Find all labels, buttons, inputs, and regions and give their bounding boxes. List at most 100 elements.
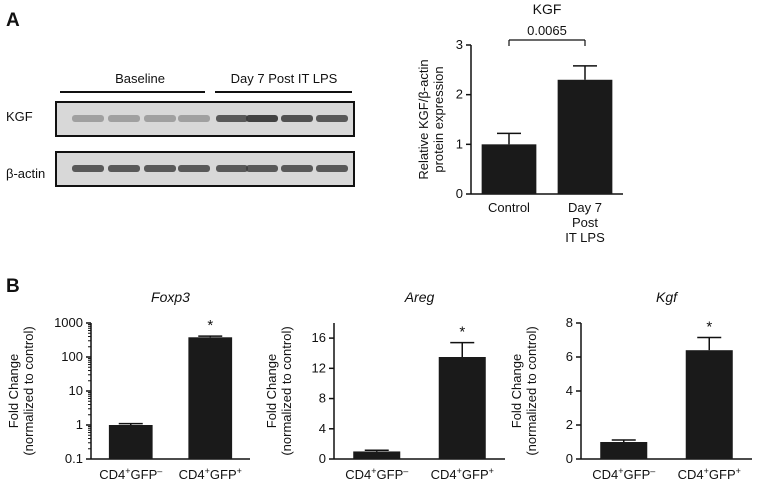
blot-actin-band xyxy=(144,165,176,172)
y-tick-label: 0.1 xyxy=(65,451,83,466)
bar xyxy=(438,357,486,459)
x-tick-label-part: GFP xyxy=(131,467,158,482)
x-tick-label: CD4+GFP+ xyxy=(678,466,741,482)
y-tick-label: 16 xyxy=(312,330,326,345)
chart-title: Areg xyxy=(404,289,435,305)
blot-kgf-band xyxy=(316,115,348,122)
y-tick-label: 1 xyxy=(456,136,463,151)
x-tick-label-part: CD4 xyxy=(179,467,205,482)
y-tick-label: 4 xyxy=(319,421,326,436)
y-tick-label: 1 xyxy=(76,417,83,432)
blot-kgf-band xyxy=(178,115,210,122)
blot-group-baseline: Baseline xyxy=(115,71,165,86)
x-tick-label-superscript: + xyxy=(618,466,623,476)
bar xyxy=(353,451,401,459)
y-tick-label: 6 xyxy=(566,349,573,364)
x-tick-label-part: GFP xyxy=(210,467,237,482)
x-tick-label-superscript: + xyxy=(237,466,242,476)
blot-kgf-band xyxy=(216,115,248,122)
x-tick-label-superscript: – xyxy=(157,466,162,476)
bar xyxy=(108,425,153,459)
blot-kgf-band xyxy=(144,115,176,122)
p-value-annotation: 0.0065 xyxy=(527,23,567,38)
panel-a-letter: A xyxy=(6,10,20,31)
bar xyxy=(557,79,613,194)
y-tick-label: 2 xyxy=(566,417,573,432)
western-blot: Baseline Day 7 Post IT LPS KGF β-actin xyxy=(6,71,355,187)
blot-kgf-band xyxy=(281,115,313,122)
x-tick-label-superscript: + xyxy=(457,466,462,476)
x-tick-label-superscript: + xyxy=(371,466,376,476)
x-tick-label: CD4+GFP+ xyxy=(431,466,494,482)
x-tick-label: CD4+GFP– xyxy=(345,466,408,482)
x-tick-label-superscript: + xyxy=(489,466,494,476)
blot-actin-bands xyxy=(72,165,348,172)
x-tick-label-superscript: + xyxy=(125,466,130,476)
y-tick-label: 2 xyxy=(456,87,463,102)
y-tick-label: 0 xyxy=(319,451,326,466)
x-tick-label-superscript: + xyxy=(704,466,709,476)
blot-kgf-bands xyxy=(72,115,348,122)
bar xyxy=(600,442,648,459)
blot-actin-band xyxy=(316,165,348,172)
y-tick-label: 12 xyxy=(312,360,326,375)
x-tick-label-part: CD4 xyxy=(99,467,125,482)
blot-kgf-band xyxy=(72,115,104,122)
bar xyxy=(685,350,733,459)
x-tick-label: CD4+GFP– xyxy=(592,466,655,482)
y-axis-label: (normalized to control) xyxy=(524,326,539,455)
blot-actin-band xyxy=(72,165,104,172)
panel-b-letter: B xyxy=(6,276,20,297)
x-tick-label: CD4+GFP– xyxy=(99,466,162,482)
bar xyxy=(481,144,537,194)
y-tick-label: 4 xyxy=(566,383,573,398)
y-axis-label: (normalized to control) xyxy=(279,326,294,455)
chart-title: Kgf xyxy=(656,289,679,305)
x-tick-label-superscript: – xyxy=(403,466,408,476)
blot-actin-band xyxy=(108,165,140,172)
y-tick-label: 3 xyxy=(456,37,463,52)
bar xyxy=(188,337,233,459)
y-axis-label: (normalized to control) xyxy=(21,326,36,455)
x-tick-label: Control xyxy=(488,200,530,215)
x-tick-label-part: GFP xyxy=(462,467,489,482)
chart-title: Foxp3 xyxy=(151,289,190,305)
y-axis-label: Fold Change xyxy=(509,354,524,428)
y-tick-label: 100 xyxy=(61,349,83,364)
y-tick-label: 0 xyxy=(456,186,463,201)
x-tick-label-part: CD4 xyxy=(345,467,371,482)
y-tick-label: 1000 xyxy=(54,315,83,330)
x-tick-label-part: CD4 xyxy=(678,467,704,482)
significance-marker: * xyxy=(207,317,213,334)
y-tick-label: 8 xyxy=(566,315,573,330)
chart-title: KGF xyxy=(533,1,562,17)
blot-actin-band xyxy=(178,165,210,172)
x-tick-label-superscript: + xyxy=(736,466,741,476)
blot-actin-band xyxy=(216,165,248,172)
x-tick-label-part: CD4 xyxy=(592,467,618,482)
x-tick-label-superscript: – xyxy=(650,466,655,476)
y-tick-label: 10 xyxy=(69,383,83,398)
x-tick-label-part: CD4 xyxy=(431,467,457,482)
blot-actin-band xyxy=(246,165,278,172)
y-axis-label: protein expression xyxy=(431,66,446,172)
x-tick-label-part: GFP xyxy=(377,467,404,482)
y-tick-label: 8 xyxy=(319,391,326,406)
chart-foxp3: 0.11101001000CD4+GFP–*CD4+GFP+Foxp3Fold … xyxy=(6,289,250,482)
x-tick-label-part: GFP xyxy=(624,467,651,482)
significance-marker: * xyxy=(706,318,712,335)
blot-kgf-band xyxy=(246,115,278,122)
y-tick-label: 0 xyxy=(566,451,573,466)
x-tick-label-superscript: + xyxy=(205,466,210,476)
blot-row-label-kgf: KGF xyxy=(6,109,33,124)
blot-kgf-band xyxy=(108,115,140,122)
x-tick-label: Day 7 xyxy=(568,200,602,215)
blot-row-label-actin: β-actin xyxy=(6,166,45,181)
x-tick-label: IT LPS xyxy=(565,230,605,245)
x-tick-label: CD4+GFP+ xyxy=(179,466,242,482)
blot-group-treated: Day 7 Post IT LPS xyxy=(231,71,338,86)
blot-actin-band xyxy=(281,165,313,172)
